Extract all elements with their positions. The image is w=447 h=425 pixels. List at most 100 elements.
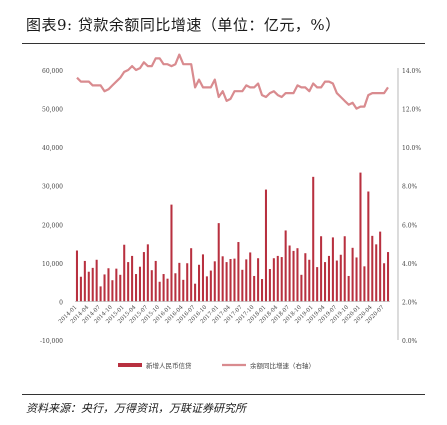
bar [225, 262, 228, 302]
bar [229, 259, 232, 302]
x-axis: 2014-012014-042014-072014-102015-012015-… [58, 301, 390, 325]
left-axis-tick-label: 30,000 [42, 184, 63, 191]
bar [166, 278, 169, 302]
bar [241, 269, 244, 302]
bar [87, 271, 90, 302]
bar [79, 276, 82, 302]
bar [367, 191, 370, 302]
bar [253, 275, 256, 302]
bar [217, 223, 220, 302]
bar [138, 266, 141, 302]
source-rule [22, 394, 425, 395]
bar [194, 283, 197, 302]
bar [347, 275, 350, 302]
bar [127, 262, 130, 302]
bar [268, 269, 271, 302]
bar [205, 276, 208, 302]
bar [312, 176, 315, 302]
line-series [76, 53, 389, 110]
figure-source: 资料来源：央行，万得资讯，万联证券研究所 [26, 402, 246, 415]
bar [237, 242, 240, 302]
bar [327, 255, 330, 302]
bar [264, 189, 267, 302]
left-axis-tick-label: 60,000 [42, 68, 63, 75]
bar [233, 258, 236, 302]
bar [284, 230, 287, 302]
right-axis-tick-label: 10.0% [402, 145, 421, 152]
bar [95, 259, 98, 302]
bar [150, 270, 153, 302]
bar [351, 247, 354, 302]
bar [170, 204, 173, 302]
figure-title-row: 图表9: 贷款余额同比增速（单位：亿元，%） [0, 0, 447, 44]
bar [158, 281, 161, 302]
bar [280, 257, 283, 302]
bar [363, 266, 366, 302]
bar [308, 259, 311, 302]
legend-bar-swatch [118, 363, 142, 367]
bar [288, 245, 291, 302]
bar [343, 236, 346, 302]
bar [83, 260, 86, 302]
bar-series [75, 172, 390, 302]
bar [383, 263, 386, 302]
bar [221, 256, 224, 302]
bar [261, 279, 264, 302]
legend-line-label: 余额同比增速（右轴） [250, 361, 315, 370]
bar [107, 268, 110, 302]
bar [300, 274, 303, 302]
bar [379, 231, 382, 302]
bar [213, 261, 216, 302]
bar [99, 286, 102, 302]
right-axis-tick-label: 6.0% [402, 222, 418, 229]
bar [174, 273, 177, 302]
legend-bar-label: 新增人民币信贷 [146, 361, 192, 370]
bar [359, 172, 362, 302]
left-axis-tick-label: 0 [59, 299, 63, 306]
bar [272, 258, 275, 302]
line-series-path [76, 53, 389, 110]
bar [119, 274, 122, 302]
bar [190, 248, 193, 302]
bar [324, 262, 327, 302]
bar [91, 267, 94, 302]
bar [111, 280, 114, 302]
bar [115, 268, 118, 302]
bar [331, 237, 334, 302]
bar [335, 260, 338, 302]
title-rule [22, 43, 425, 44]
bar [316, 267, 319, 302]
bar [123, 244, 126, 302]
bar [162, 274, 165, 302]
bar [257, 258, 260, 302]
right-axis-tick-label: 14.0% [402, 68, 421, 75]
right-axis-tick-label: 0.0% [402, 338, 418, 345]
bar [387, 252, 390, 302]
bar [375, 244, 378, 302]
left-axis-tick-label: 10,000 [42, 261, 63, 268]
bar [135, 274, 138, 302]
bar [131, 255, 134, 302]
bar [355, 257, 358, 302]
chart: -10,000 0 10,000 20,000 30,000 40,000 50,000 60… [40, 53, 421, 370]
right-axis-tick-label: 4.0% [402, 261, 418, 268]
bar [178, 262, 181, 302]
bar [154, 260, 157, 302]
bar [146, 244, 149, 302]
bar [245, 259, 248, 302]
left-axis-tick-label: 40,000 [42, 145, 63, 152]
bar [186, 263, 189, 302]
left-axis-tick-label: 50,000 [42, 107, 63, 114]
bar [339, 254, 342, 302]
bar [201, 254, 204, 302]
bar [198, 264, 201, 302]
legend: 新增人民币信贷 余额同比增速（右轴） [118, 361, 315, 370]
left-axis-tick-label: -10,000 [40, 338, 63, 345]
figure-title: 图表9: 贷款余额同比增速（单位：亿元，%） [26, 16, 341, 34]
bar [304, 253, 307, 302]
bar [103, 274, 106, 302]
bar [320, 236, 323, 302]
bar [276, 255, 279, 302]
bar [182, 279, 185, 302]
